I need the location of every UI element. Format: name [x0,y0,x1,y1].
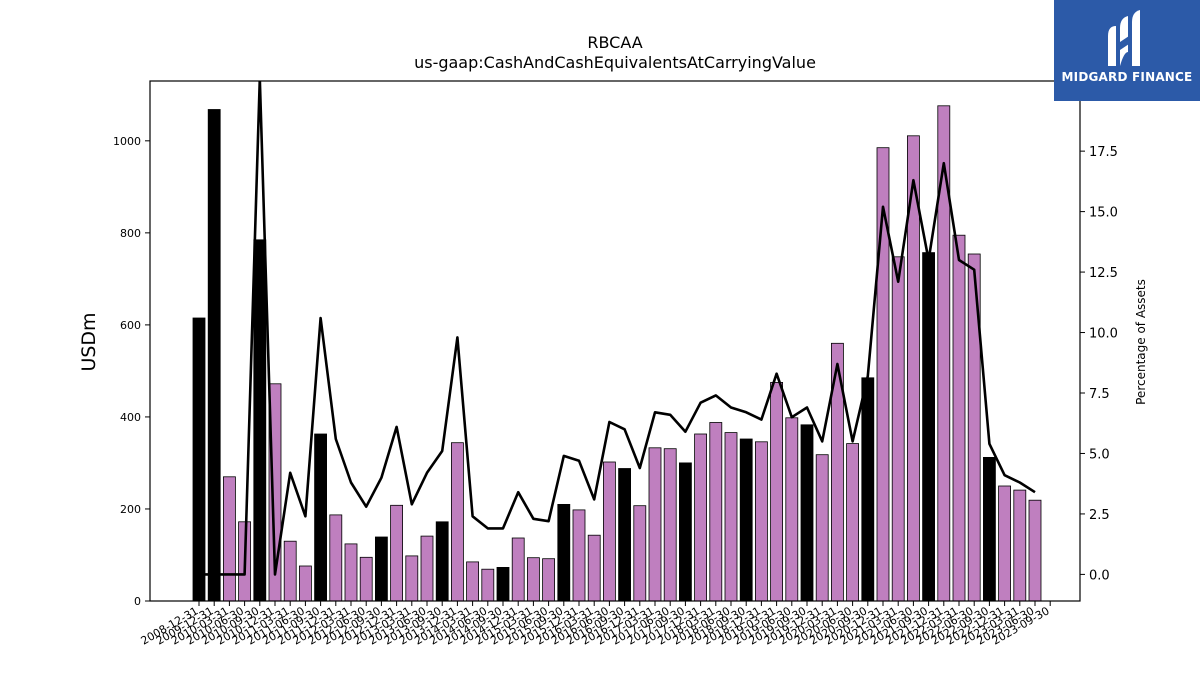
percentage-line [199,81,1036,576]
bar-2022-12-31 [998,485,1011,601]
bar-2019-09-30 [800,424,814,601]
bar-2020-03-31 [831,342,844,601]
y-right-tick-label: 7.5 [1089,387,1110,402]
bar-2015-09-30 [557,503,571,601]
bar-2022-06-30 [967,253,981,601]
bar-2021-03-31 [891,256,905,601]
bars-group [192,105,1042,601]
midgard-logo-icon [1108,10,1140,66]
bar-2016-06-30 [603,461,616,601]
bar-2012-12-31 [390,504,404,601]
bar-2008-12-31 [192,317,206,601]
bar-2021-09-30 [922,252,935,601]
chart-title: RBCAA [587,33,642,52]
brand-logo-text: MIDGARD FINANCE [1061,70,1193,84]
bar-2022-03-31 [952,234,966,601]
bar-2010-09-30 [253,239,267,601]
y-tick-label: 600 [120,319,141,332]
bar-2023-03-31 [1013,489,1027,601]
y-right-tick-label: 10.0 [1089,327,1118,342]
bar-2014-06-30 [481,568,495,601]
bar-2012-09-30 [374,536,388,601]
bar-2013-12-31 [450,442,464,601]
bar-2022-09-30 [983,456,996,601]
bar-2021-12-31 [937,105,951,601]
bar-2021-06-30 [907,135,920,601]
bar-2013-06-30 [420,535,434,601]
bar-2014-09-30 [496,567,510,601]
bar-2011-06-30 [298,565,312,601]
bar-2019-03-31 [770,381,783,601]
y-right-tick-label: 15.0 [1089,206,1118,221]
bar-2014-03-31 [466,561,480,601]
bar-2017-03-31 [648,447,662,601]
bar-2011-12-31 [329,514,343,601]
y-axis-label: USDm [78,312,100,371]
bar-2019-06-30 [785,417,799,601]
brand-logo: MIDGARD FINANCE [1054,0,1200,101]
y-right-tick-label: 5.0 [1089,447,1110,462]
bar-2016-03-31 [587,534,601,601]
y-tick-label: 200 [120,503,141,516]
bar-2018-12-31 [755,441,768,601]
bar-2012-06-30 [359,556,373,601]
y-tick-label: 0 [134,595,141,608]
bar-2017-06-30 [663,448,677,601]
y-right-tick-label: 2.5 [1089,508,1110,523]
y-axis-label-right: Percentage of Assets [1134,279,1148,405]
bar-2018-03-31 [709,422,723,601]
bar-2011-09-30 [314,433,328,601]
bar-2018-09-30 [739,438,753,601]
bar-2011-03-31 [283,540,297,601]
bar-2010-03-31 [222,476,236,601]
bar-2016-09-30 [618,468,631,601]
bar-2020-09-30 [861,377,875,601]
bar-2018-06-30 [724,432,738,601]
bar-2014-12-31 [511,537,525,601]
bar-2015-06-30 [542,558,555,601]
y-right-tick-label: 0.0 [1089,568,1110,583]
plot-frame [149,80,1081,602]
bar-2015-03-31 [527,557,540,601]
y-right-tick-label: 17.5 [1089,145,1118,160]
chart-subtitle: us-gaap:CashAndCashEquivalentsAtCarrying… [414,53,816,72]
y-right-tick-label: 12.5 [1089,266,1118,281]
y-tick-label: 1000 [113,135,141,148]
bar-2015-12-31 [572,509,586,601]
bar-2013-09-30 [435,521,449,601]
bar-2012-03-31 [344,543,358,601]
bar-2020-06-30 [846,443,859,601]
bar-2013-03-31 [405,555,419,601]
y-tick-label: 800 [120,227,141,240]
bar-2017-12-31 [694,433,707,601]
line-group [199,81,1036,576]
bar-2009-12-31 [207,109,221,601]
bar-2017-09-30 [679,462,692,601]
bar-2016-12-31 [633,505,647,601]
bar-2023-06-30 [1028,499,1042,601]
bar-2019-12-31 [815,454,829,601]
y-tick-label: 400 [120,411,141,424]
